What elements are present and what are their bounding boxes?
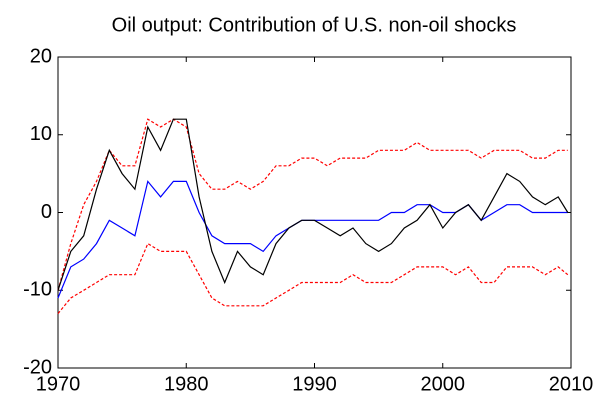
chart-title: Oil output: Contribution of U.S. non-oil… bbox=[112, 14, 517, 36]
y-tick-label: -20 bbox=[23, 356, 52, 378]
y-tick-label: 0 bbox=[41, 201, 52, 223]
series-line bbox=[57, 118, 568, 291]
y-tick-label: -10 bbox=[23, 279, 52, 301]
x-tick-label: 1980 bbox=[164, 373, 209, 395]
x-tick-label: 1990 bbox=[292, 373, 337, 395]
y-tick-label: 20 bbox=[30, 45, 52, 67]
x-tick-label: 1970 bbox=[36, 373, 81, 395]
x-tick-label: 2010 bbox=[549, 373, 594, 395]
y-tick-label: 10 bbox=[30, 123, 52, 145]
x-tick-label: 2000 bbox=[421, 373, 466, 395]
series-line bbox=[57, 242, 569, 314]
series-line bbox=[57, 118, 569, 291]
